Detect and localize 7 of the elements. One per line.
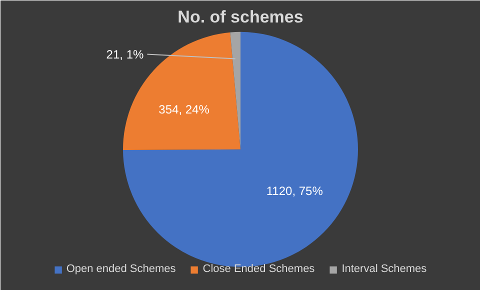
legend-label: Open ended Schemes — [66, 263, 176, 275]
legend-label: Interval Schemes — [342, 263, 427, 275]
data-label: 1120, 75% — [266, 184, 324, 198]
chart-title: No. of schemes — [178, 8, 304, 26]
data-label: 21, 1% — [106, 47, 144, 62]
legend-label: Close Ended Schemes — [202, 263, 315, 275]
data-label: 354, 24% — [158, 102, 210, 117]
